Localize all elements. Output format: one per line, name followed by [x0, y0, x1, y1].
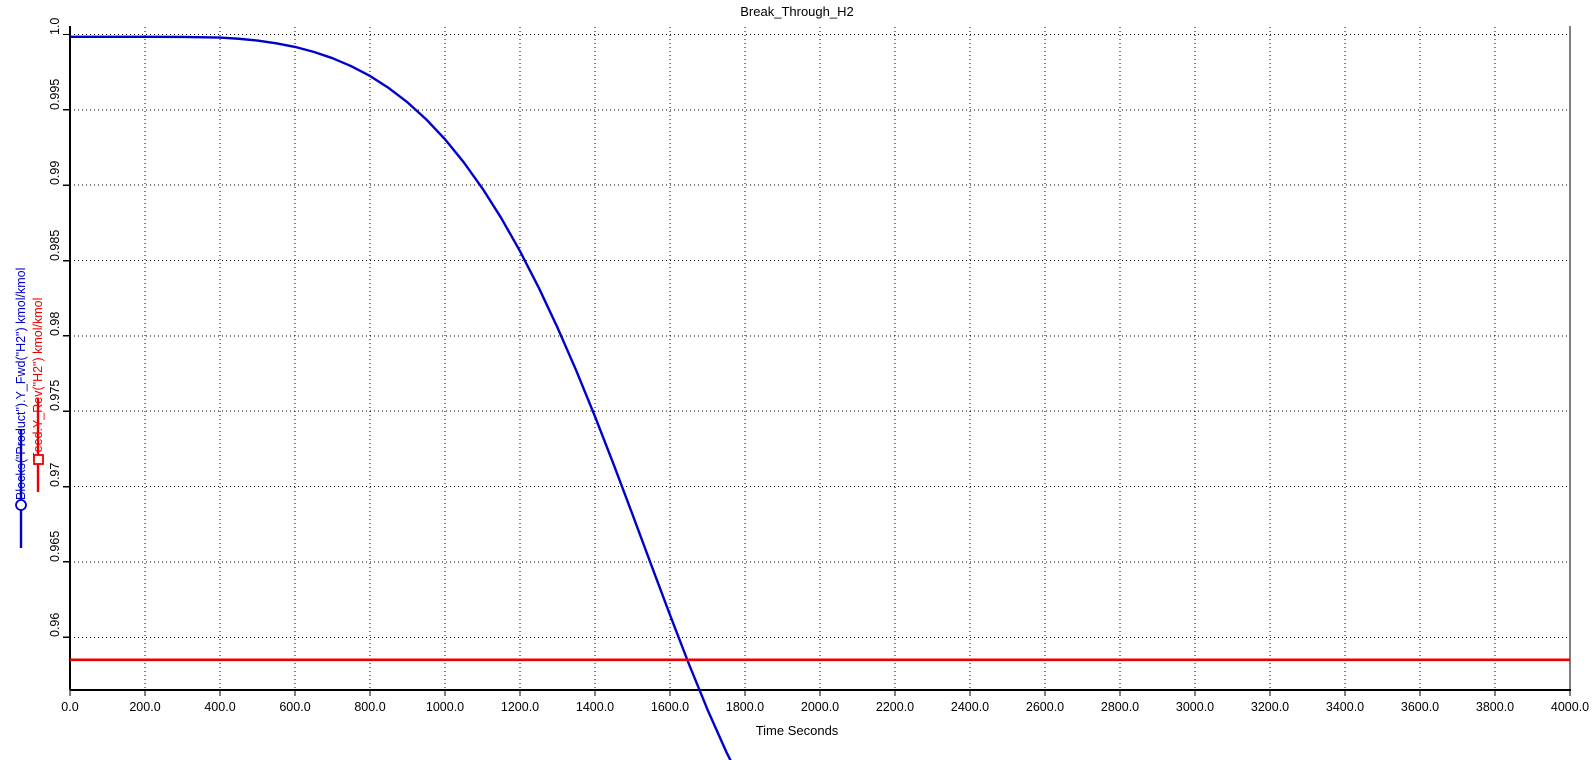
x-axis-tick-label: 200.0 — [129, 700, 161, 714]
x-axis-tick-label: 3000.0 — [1175, 700, 1215, 714]
x-axis-tick-label: 1000.0 — [425, 700, 465, 714]
gridlines — [70, 27, 1571, 690]
x-axis-tick-label: 4000.0 — [1550, 700, 1590, 714]
x-axis-tick-label: 3800.0 — [1475, 700, 1515, 714]
x-axis-tick-label: 400.0 — [204, 700, 236, 714]
data-series — [70, 35, 1570, 760]
x-axis-tick-label: 0.0 — [61, 700, 79, 714]
x-axis-tick-label: 2200.0 — [875, 700, 915, 714]
x-axis-tick-label: 1200.0 — [500, 700, 540, 714]
x-axis-tick-label: 2000.0 — [800, 700, 840, 714]
x-axis-tick-label: 1800.0 — [725, 700, 765, 714]
x-axis-tick-label: 3600.0 — [1400, 700, 1440, 714]
legend-label-blue-series: Blocks("Product").Y_Fwd("H2") kmol/kmol — [14, 267, 28, 500]
x-axis-tick-label: 3200.0 — [1250, 700, 1290, 714]
legend-label-red-series: Feed.Y_Rev("H2") kmol/kmol — [31, 297, 45, 460]
x-axis-tick-label: 3400.0 — [1325, 700, 1365, 714]
chart-title: Break_Through_H2 — [740, 4, 854, 19]
x-axis-tick-label: 1400.0 — [575, 700, 615, 714]
x-axis-tick-label: 2600.0 — [1025, 700, 1065, 714]
x-axis-tick-label: 1600.0 — [650, 700, 690, 714]
x-axis-tick-label: 2400.0 — [950, 700, 990, 714]
tick-marks — [63, 33, 1571, 696]
x-axis-tick-label: 2800.0 — [1100, 700, 1140, 714]
x-axis-tick-label: 600.0 — [279, 700, 311, 714]
x-axis-title: Time Seconds — [755, 723, 839, 738]
axis-lines — [69, 26, 1571, 691]
x-axis-tick-label: 800.0 — [354, 700, 386, 714]
